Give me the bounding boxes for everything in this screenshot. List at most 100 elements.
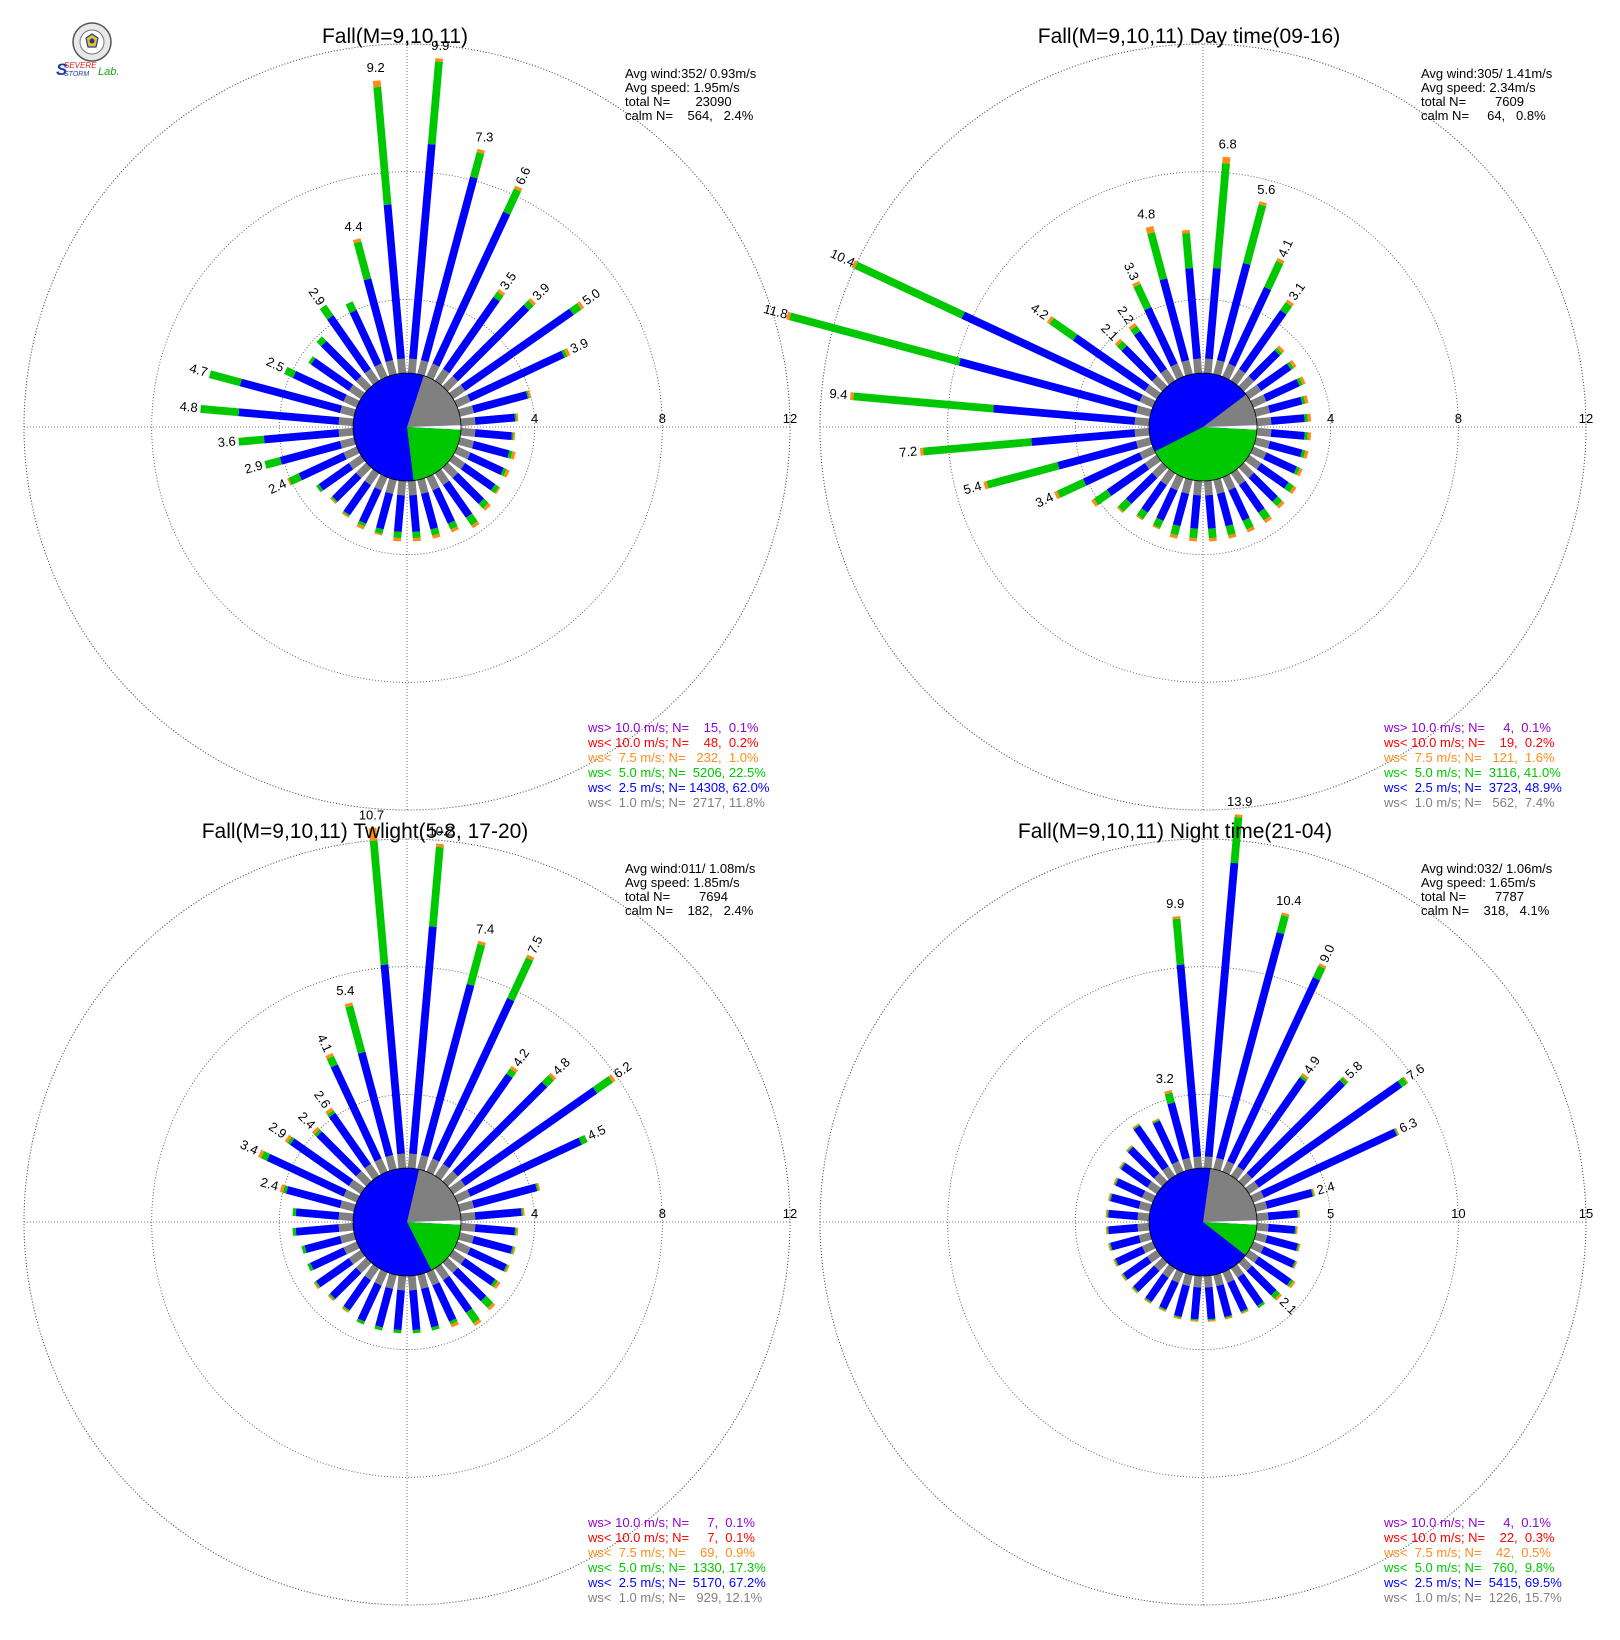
petal-lt5-segment (428, 846, 444, 927)
stats-line: Avg speed: 2.34m/s (1421, 80, 1536, 95)
petal-lt7_5-segment (849, 392, 854, 401)
petal-dir-355: 10.7 (359, 807, 407, 1171)
petal-lt7_5-segment (577, 301, 585, 310)
petal-lt5-segment (1132, 1286, 1139, 1293)
petal-lt5-segment (1136, 508, 1148, 520)
petal-lt2_5-segment (1133, 1265, 1160, 1292)
petal-lt5-segment (1116, 340, 1127, 351)
petal-calm-segment (343, 394, 362, 409)
petal-lt7_5-segment (516, 1227, 519, 1236)
petal-dir-285: 11.8 (762, 301, 1154, 418)
petal-dir-335: 4.1 (314, 1032, 389, 1177)
petal-lt7_5-segment (477, 940, 486, 946)
petal-label: 3.9 (568, 335, 591, 356)
petal-lt7_5-segment (393, 537, 402, 542)
petal-dir-35: 3.1 (1229, 280, 1308, 387)
legend-entry: ws> 10.0 m/s; N= 7, 0.1% (587, 1515, 755, 1530)
petal-label: 4.8 (179, 399, 198, 416)
petal-lt2_5-segment (961, 311, 1143, 402)
petal-label: 6.8 (1219, 136, 1237, 151)
petal-lt2_5-segment (357, 1051, 394, 1157)
petal-lt2_5-segment (1246, 1079, 1346, 1179)
logo-line1: SEVERE (64, 61, 97, 70)
petal-lt5-segment (1286, 361, 1294, 370)
petal-lt2_5-segment (1031, 429, 1136, 446)
petal-lt2_5-segment (238, 408, 340, 425)
petal-lt7_5-segment (513, 185, 523, 192)
petal-lt7_5-segment (450, 1321, 459, 1328)
petal-lt5-segment (1049, 317, 1078, 341)
petal-calm-segment (452, 1240, 471, 1255)
petal-lt5-segment (345, 1005, 366, 1054)
petal-lt2_5-segment (1125, 472, 1158, 505)
petal-dir-355: 9.9 (1166, 896, 1203, 1171)
petal-label: 2.6 (311, 1088, 334, 1111)
ring-label: 8 (659, 1206, 666, 1221)
calm-pie-gray (407, 375, 461, 427)
petal-dir-105 (1252, 1231, 1301, 1252)
petal-calm-segment (452, 394, 471, 409)
petal-lt7_5-segment (1276, 500, 1285, 509)
petal-dir-115 (452, 445, 510, 478)
legend-entry: ws< 5.0 m/s; N= 5206, 22.5% (587, 765, 766, 780)
petal-calm-segment (456, 436, 475, 449)
petal-lt7_5-segment (313, 1281, 320, 1290)
petal-calm-segment (339, 436, 358, 449)
petal-lt7_5-segment (1145, 225, 1155, 235)
petal-lt2_5-segment (1216, 492, 1234, 527)
petal-lt7_5-segment (1297, 1243, 1301, 1252)
petal-lt5-segment (490, 484, 500, 494)
petal-calm-segment (343, 1240, 362, 1255)
stats-line: total N= 7609 (1421, 94, 1524, 109)
wind-rose-1: 4 8 129.29.97.36.63.5 3.9 5.03.92.42.93.64.8… (23, 25, 797, 811)
petal-label: 3.1 (1285, 280, 1308, 303)
petal-lt7_5-segment (548, 1072, 557, 1081)
petal-dir-285: 4.7 (188, 360, 358, 418)
petal-lt7_5-segment (1116, 506, 1124, 514)
petal-lt5-segment (356, 1318, 365, 1325)
petal-lt5-segment (288, 473, 302, 486)
petal-label: 2.5 (264, 354, 287, 375)
petal-lt5-segment (578, 1134, 588, 1145)
petal-lt5-segment (1109, 1242, 1113, 1251)
petal-lt2_5-segment (1227, 977, 1320, 1165)
petal-lt7_5-segment (1128, 323, 1137, 331)
petal-lt2_5-segment (1110, 1193, 1141, 1209)
petal-lt2_5-segment (375, 1287, 394, 1328)
petal-lt5-segment (412, 531, 421, 539)
petal-dir-25: 7.5 (425, 933, 546, 1177)
petal-calm-segment (458, 1212, 476, 1222)
petal-calm-segment (1139, 445, 1158, 460)
petal-dir-255 (301, 1231, 358, 1254)
petal-dir-265: 7.2 (899, 427, 1152, 460)
petal-label: 2.9 (243, 457, 264, 476)
ring-label: 12 (783, 1206, 797, 1221)
petal-lt7_5-segment (1181, 229, 1190, 234)
petal-lt7_5-segment (1312, 1188, 1316, 1197)
petal-lt5-segment (357, 520, 367, 527)
petal-lt2_5-segment (349, 309, 382, 367)
petal-lt7_5-segment (503, 469, 510, 478)
calm-pie-outline (352, 1167, 462, 1277)
legend-entry: ws> 10.0 m/s; N= 15, 0.1% (587, 720, 759, 735)
petal-lt5-segment (1182, 232, 1193, 269)
petal-lt7_5-segment (329, 497, 337, 505)
petal-lt5-segment (506, 1068, 517, 1079)
petal-lt2_5-segment (1263, 452, 1297, 474)
petal-lt7_5-segment (1288, 1280, 1296, 1289)
petal-label: 10.2 (428, 823, 453, 838)
chart-title: Fall(M=9,10,11) Day time(09-16) (1038, 25, 1340, 48)
petal-calm-segment (1181, 476, 1194, 495)
petal-dir-185 (393, 1273, 407, 1334)
petal-lt7_5-segment (509, 1065, 519, 1073)
petal-dir-5: 13.9 (1203, 794, 1252, 1171)
petal-lt2_5-segment (443, 1275, 473, 1313)
petal-lt5-segment (1132, 1124, 1141, 1130)
petal-label: 7.6 (1404, 1061, 1427, 1084)
petal-lt5-segment (200, 405, 240, 417)
petal-lt2_5-segment (409, 143, 436, 360)
petal-lt5-segment (1297, 1209, 1300, 1218)
petal-lt7_5-segment (374, 532, 383, 536)
petal-lt5-segment (1296, 377, 1303, 387)
petal-lt2_5-segment (472, 440, 510, 458)
